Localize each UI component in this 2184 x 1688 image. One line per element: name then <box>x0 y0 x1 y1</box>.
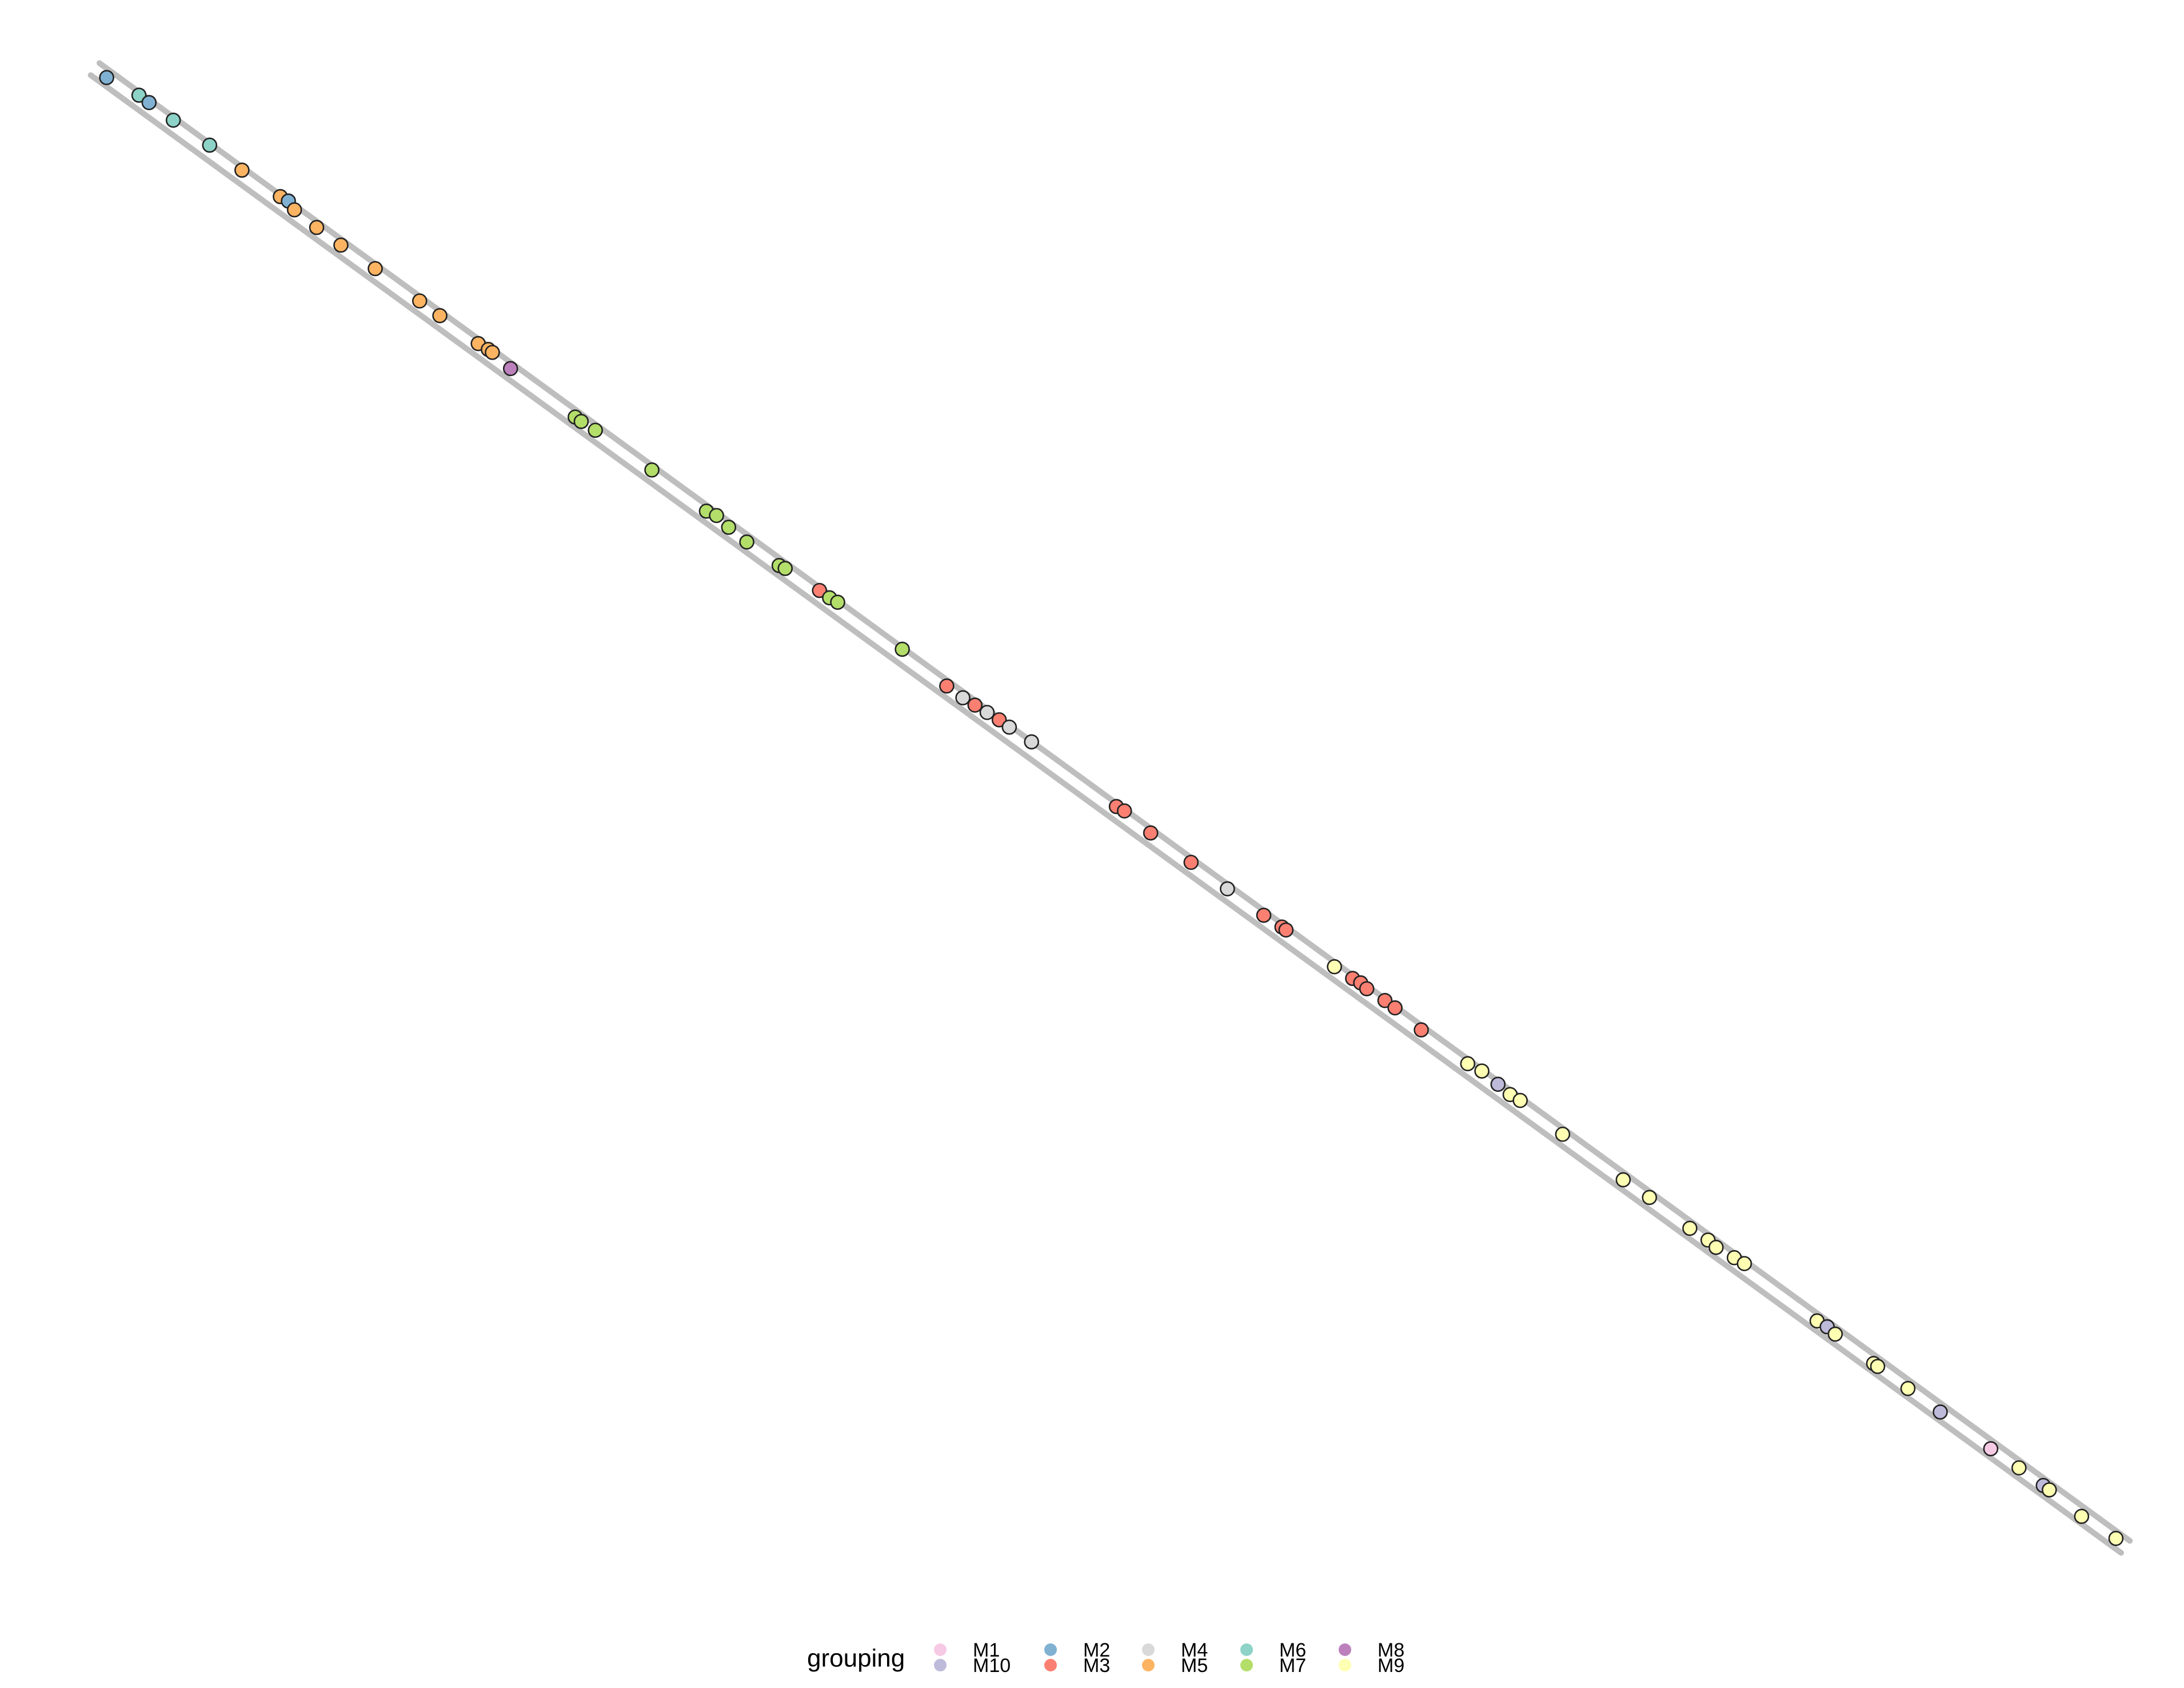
data-point-m3 <box>1143 825 1159 841</box>
data-point-m4 <box>1220 881 1235 897</box>
legend-key-m1 <box>934 1643 947 1656</box>
legend-label-m7: M7 <box>1279 1655 1306 1677</box>
legend-key-m8 <box>1339 1643 1351 1656</box>
data-point-m1 <box>1983 1441 1999 1456</box>
data-point-m4 <box>1024 734 1040 750</box>
data-point-m9 <box>1555 1126 1571 1142</box>
legend-label-m5: M5 <box>1181 1655 1208 1677</box>
data-point-m7 <box>709 508 724 524</box>
data-point-m7 <box>895 641 910 657</box>
legend-key-m2 <box>1044 1643 1057 1656</box>
data-point-m9 <box>1512 1092 1528 1108</box>
data-point-m5 <box>309 220 325 236</box>
data-point-m9 <box>1708 1239 1724 1255</box>
data-point-m2 <box>141 95 157 110</box>
trajectory-line-upper <box>87 72 2125 1556</box>
legend-key-m6 <box>1240 1643 1253 1656</box>
legend-label-m10: M10 <box>973 1655 1011 1677</box>
data-point-m7 <box>739 534 754 550</box>
data-point-m10 <box>1490 1076 1506 1092</box>
data-point-m7 <box>644 462 660 478</box>
legend-label-m2: M2 <box>1083 1639 1110 1661</box>
data-point-m6 <box>202 137 218 153</box>
data-point-m2 <box>99 70 114 86</box>
data-point-m5 <box>432 308 448 324</box>
data-point-m5 <box>485 345 500 360</box>
data-point-m3 <box>1387 1000 1403 1016</box>
data-point-m7 <box>721 520 737 535</box>
data-point-m9 <box>1460 1056 1476 1072</box>
data-point-m4 <box>979 705 995 720</box>
legend-key-m9 <box>1339 1659 1351 1671</box>
data-point-m5 <box>286 202 302 218</box>
legend-label-m9: M9 <box>1378 1655 1404 1677</box>
plot-area <box>87 60 2133 1556</box>
data-point-m9 <box>1827 1326 1843 1342</box>
data-point-m9 <box>1870 1359 1886 1374</box>
data-point-m7 <box>777 561 793 576</box>
data-point-m5 <box>234 162 250 178</box>
data-point-m4 <box>955 690 971 705</box>
data-point-m5 <box>333 237 349 253</box>
data-point-m5 <box>412 293 428 309</box>
data-point-m9 <box>1736 1256 1752 1271</box>
data-point-m7 <box>830 594 845 610</box>
data-point-m3 <box>1183 855 1199 870</box>
data-point-m3 <box>967 697 983 713</box>
data-point-m7 <box>573 414 589 429</box>
legend-label-m3: M3 <box>1083 1655 1110 1677</box>
data-point-m9 <box>1642 1190 1658 1206</box>
data-point-m4 <box>1001 719 1017 735</box>
data-point-m9 <box>1615 1172 1631 1188</box>
data-point-m9 <box>2042 1482 2057 1498</box>
legend-label-m4: M4 <box>1181 1639 1208 1661</box>
data-point-m6 <box>165 112 181 128</box>
legend-label-m8: M8 <box>1378 1639 1404 1661</box>
legend-key-m4 <box>1142 1643 1155 1656</box>
data-point-m3 <box>939 678 955 694</box>
data-point-m3 <box>1377 993 1393 1008</box>
data-point-m3 <box>1414 1022 1429 1038</box>
data-point-m8 <box>502 361 518 377</box>
data-point-m3 <box>1278 922 1294 938</box>
legend-key-m5 <box>1142 1659 1155 1671</box>
data-point-m3 <box>1116 803 1132 819</box>
data-point-m9 <box>2108 1530 2124 1546</box>
data-point-m10 <box>1933 1404 1948 1420</box>
legend-key-m10 <box>934 1659 947 1671</box>
data-points <box>99 70 2124 1546</box>
data-point-m6 <box>131 87 147 103</box>
data-point-m9 <box>1682 1220 1698 1236</box>
legend-key-m7 <box>1240 1659 1253 1671</box>
data-point-m9 <box>1900 1380 1916 1396</box>
data-point-m7 <box>588 422 603 438</box>
legend-label-m1: M1 <box>973 1639 1000 1661</box>
legend-key-m3 <box>1044 1659 1057 1671</box>
data-point-m3 <box>812 582 828 598</box>
data-point-m9 <box>2011 1460 2027 1476</box>
data-point-m3 <box>1359 981 1375 997</box>
data-point-m3 <box>991 712 1007 728</box>
data-point-m5 <box>368 261 383 277</box>
legend-label-m6: M6 <box>1279 1639 1306 1661</box>
data-point-m9 <box>1327 959 1342 975</box>
data-point-m9 <box>2074 1509 2090 1525</box>
legend-title: grouping <box>807 1645 905 1673</box>
data-point-m3 <box>1256 907 1272 923</box>
data-point-m9 <box>1474 1063 1490 1079</box>
